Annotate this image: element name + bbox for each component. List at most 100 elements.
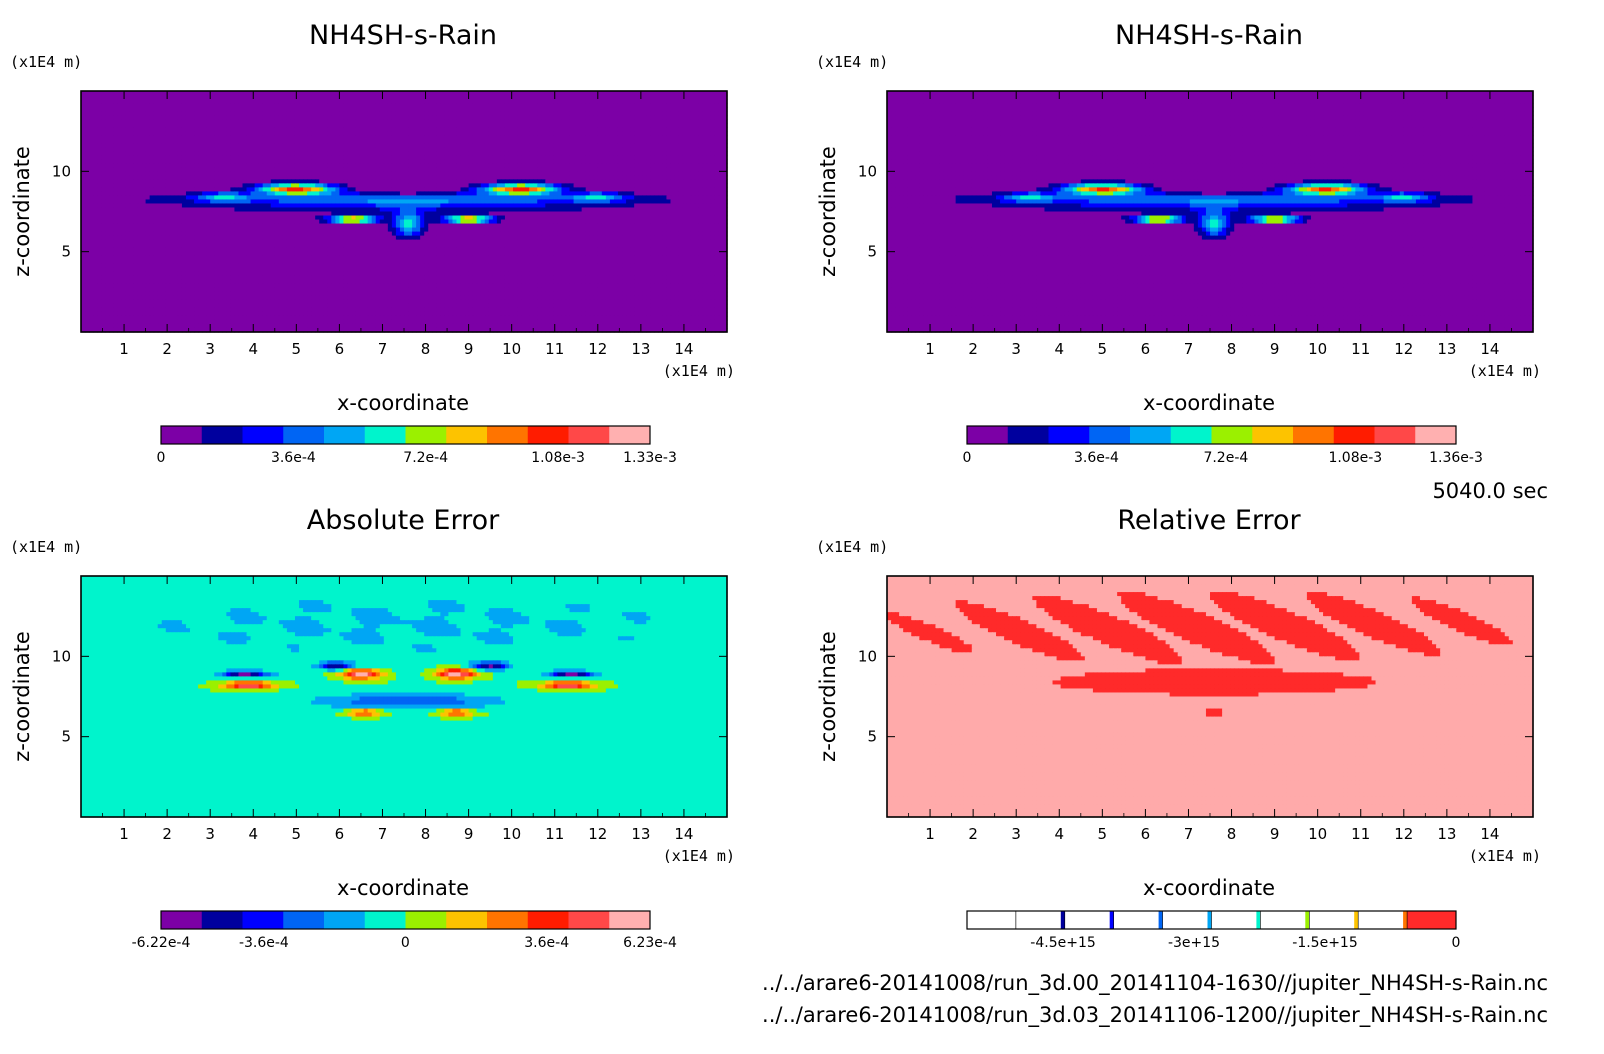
field-cell xyxy=(194,195,199,201)
field-cell xyxy=(460,159,466,164)
field-cell xyxy=(662,127,668,132)
field-cell xyxy=(121,135,127,140)
field-cell xyxy=(101,187,106,193)
field-cell xyxy=(678,139,684,144)
field-cell xyxy=(258,139,264,144)
field-cell xyxy=(274,199,280,205)
field-cell xyxy=(428,127,433,132)
field-cell xyxy=(710,131,716,136)
field-cell xyxy=(299,191,304,197)
field-cell xyxy=(319,167,324,172)
field-cell xyxy=(242,91,248,96)
field-cell xyxy=(133,131,139,136)
field-cell xyxy=(533,147,538,152)
field-cell xyxy=(601,119,607,124)
field-cell xyxy=(605,123,611,128)
field-cell xyxy=(149,203,155,209)
field-cell xyxy=(416,135,421,140)
field-cell xyxy=(137,107,143,112)
field-cell xyxy=(270,199,276,205)
field-cell xyxy=(626,131,631,136)
field-cell xyxy=(194,127,199,132)
field-cell xyxy=(214,123,219,128)
field-cell xyxy=(367,103,373,108)
field-cell xyxy=(307,179,312,184)
field-cell xyxy=(303,119,308,124)
field-cell xyxy=(404,179,409,184)
field-cell xyxy=(484,127,490,132)
field-cell xyxy=(258,175,264,180)
field-cell xyxy=(311,115,316,120)
field-cell xyxy=(206,167,211,172)
field-cell xyxy=(662,123,668,128)
field-cell xyxy=(286,195,292,201)
field-cell xyxy=(359,135,365,140)
field-cell xyxy=(274,103,280,108)
field-cell xyxy=(109,211,114,217)
field-cell xyxy=(412,187,417,193)
field-cell xyxy=(246,199,252,205)
field-cell xyxy=(319,131,324,136)
field-cell xyxy=(234,167,240,172)
field-cell xyxy=(541,103,546,108)
field-cell xyxy=(420,203,425,209)
field-cell xyxy=(177,131,183,136)
field-cell xyxy=(351,183,357,188)
field-cell xyxy=(472,163,478,168)
field-cell xyxy=(286,171,292,176)
field-cell xyxy=(129,99,135,104)
field-cell xyxy=(282,119,288,124)
field-cell xyxy=(549,191,554,197)
field-cell xyxy=(662,131,668,136)
field-cell xyxy=(379,187,385,193)
field-cell xyxy=(113,215,118,221)
field-cell xyxy=(666,95,672,100)
field-cell xyxy=(387,111,393,116)
field-cell xyxy=(254,139,260,144)
field-cell xyxy=(670,143,676,148)
field-cell xyxy=(496,147,502,152)
field-cell xyxy=(678,179,684,184)
field-cell xyxy=(420,115,425,120)
field-cell xyxy=(702,151,708,156)
field-cell xyxy=(698,99,704,104)
field-cell xyxy=(109,155,114,160)
field-cell xyxy=(545,135,550,140)
field-cell xyxy=(654,191,659,197)
field-cell xyxy=(412,171,417,176)
field-cell xyxy=(299,91,304,96)
field-cell xyxy=(299,95,304,100)
field-cell xyxy=(589,199,595,205)
field-cell xyxy=(185,195,191,201)
field-cell xyxy=(504,147,510,152)
field-cell xyxy=(242,167,248,172)
field-cell xyxy=(634,211,639,217)
field-cell xyxy=(553,199,559,205)
field-cell xyxy=(424,147,429,152)
field-cell xyxy=(460,119,466,124)
field-cell xyxy=(355,171,361,176)
field-cell xyxy=(674,191,680,197)
field-cell xyxy=(706,155,712,160)
field-cell xyxy=(513,139,518,144)
field-cell xyxy=(190,167,195,172)
field-cell xyxy=(549,119,554,124)
field-cell xyxy=(650,179,655,184)
x-unit-label: (x1E4 m) xyxy=(663,362,735,380)
field-cell xyxy=(589,95,595,100)
field-cell xyxy=(456,191,462,197)
field-cell xyxy=(488,143,494,148)
field-cell xyxy=(242,171,248,176)
field-cell xyxy=(210,163,215,168)
field-cell xyxy=(303,167,308,172)
field-cell xyxy=(85,119,90,124)
field-cell xyxy=(448,127,454,132)
field-cell xyxy=(549,123,554,128)
field-cell xyxy=(577,207,583,213)
field-cell xyxy=(238,143,244,148)
field-cell xyxy=(266,167,272,172)
field-cell xyxy=(404,127,409,132)
field-cell xyxy=(436,139,441,144)
field-cell xyxy=(331,163,336,168)
field-cell xyxy=(315,175,320,180)
